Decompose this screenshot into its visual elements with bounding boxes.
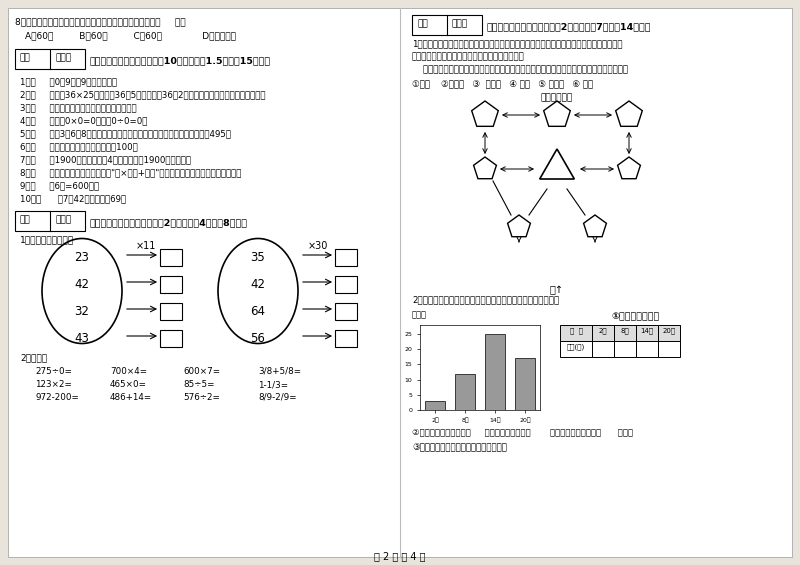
Bar bbox=[15, 49, 85, 69]
Text: ×11: ×11 bbox=[136, 241, 156, 251]
Text: 32: 32 bbox=[74, 305, 90, 318]
Bar bbox=[636, 325, 658, 341]
Text: 10．（      ）7个42相加的和是69。: 10．（ ）7个42相加的和是69。 bbox=[20, 194, 126, 203]
Polygon shape bbox=[544, 101, 570, 127]
Polygon shape bbox=[583, 215, 606, 237]
Text: 四、看清题目，细心计算（共2小题，每题4分，共8分）。: 四、看清题目，细心计算（共2小题，每题4分，共8分）。 bbox=[90, 218, 248, 227]
Bar bbox=[15, 211, 85, 231]
Bar bbox=[412, 15, 482, 35]
Text: 2．（     ）计算36×25时，先把36和5相乘，再把36和2相乘，最后把两次乘得的结果相加。: 2．（ ）计算36×25时，先把36和5相乘，再把36和2相乘，最后把两次乘得的… bbox=[20, 90, 266, 99]
Bar bbox=[335, 303, 357, 320]
Bar bbox=[614, 341, 636, 357]
Text: ②这一天的最高气温是（     ）度，最低气温是（       ）度，平均气温大约（      ）度。: ②这一天的最高气温是（ ）度，最低气温是（ ）度，平均气温大约（ ）度。 bbox=[412, 428, 633, 437]
Text: 8．时针从上一个数字到相邻的下一个数字，经过的时间是（     ）。: 8．时针从上一个数字到相邻的下一个数字，经过的时间是（ ）。 bbox=[15, 17, 186, 26]
Polygon shape bbox=[472, 101, 498, 127]
Text: 576÷2=: 576÷2= bbox=[183, 393, 220, 402]
Text: 2．口算：: 2．口算： bbox=[20, 353, 47, 362]
Bar bbox=[160, 303, 182, 320]
Text: A．60秒         B．60分         C．60时              D．无法确定: A．60秒 B．60分 C．60时 D．无法确定 bbox=[25, 31, 236, 40]
Bar bbox=[614, 325, 636, 341]
Text: 得分: 得分 bbox=[417, 19, 428, 28]
Text: 1．算一算，填一填。: 1．算一算，填一填。 bbox=[20, 235, 74, 244]
Text: 4．（     ）因为0×0=0，所以0÷0=0。: 4．（ ）因为0×0=0，所以0÷0=0。 bbox=[20, 116, 147, 125]
Text: 56: 56 bbox=[250, 332, 266, 345]
Ellipse shape bbox=[42, 238, 122, 344]
Bar bbox=[592, 325, 614, 341]
Text: 评卷人: 评卷人 bbox=[55, 53, 71, 62]
Text: 35: 35 bbox=[250, 251, 266, 264]
Text: 五、认真思考，综合能力（共2小题，每题7分，共14分）。: 五、认真思考，综合能力（共2小题，每题7分，共14分）。 bbox=[487, 22, 651, 31]
Text: 北↑: 北↑ bbox=[550, 285, 564, 295]
Text: （度）: （度） bbox=[412, 310, 427, 319]
Bar bbox=[560, 341, 592, 357]
Text: 8．（     ）有余数除法的验算方法是"商×除数+余数"，看得到的结果是否与被除数相等。: 8．（ ）有余数除法的验算方法是"商×除数+余数"，看得到的结果是否与被除数相等… bbox=[20, 168, 242, 177]
Text: 20时: 20时 bbox=[662, 327, 675, 333]
Text: 得分: 得分 bbox=[20, 215, 30, 224]
Polygon shape bbox=[474, 157, 497, 179]
Text: 气温(度): 气温(度) bbox=[567, 343, 585, 350]
Text: 馆和鱼馆的场地分别在动物园的东北角和西北角。: 馆和鱼馆的场地分别在动物园的东北角和西北角。 bbox=[412, 52, 525, 61]
Polygon shape bbox=[540, 149, 574, 179]
Polygon shape bbox=[616, 101, 642, 127]
Bar bbox=[455, 373, 474, 410]
Text: 85÷5=: 85÷5= bbox=[183, 380, 214, 389]
Bar bbox=[426, 401, 445, 410]
Text: 23: 23 bbox=[74, 251, 90, 264]
Bar bbox=[560, 325, 592, 341]
Text: 1-1/3=: 1-1/3= bbox=[258, 380, 288, 389]
Bar bbox=[160, 276, 182, 293]
Text: 2时: 2时 bbox=[598, 327, 607, 333]
Text: 14时: 14时 bbox=[641, 327, 654, 333]
Text: 486+14=: 486+14= bbox=[110, 393, 152, 402]
Bar bbox=[658, 325, 680, 341]
Text: 7．（     ）1900年的年份数是4的倍数，所以1900年是闰年。: 7．（ ）1900年的年份数是4的倍数，所以1900年是闰年。 bbox=[20, 155, 191, 164]
Bar bbox=[592, 341, 614, 357]
Text: 64: 64 bbox=[250, 305, 266, 318]
Text: 根据小强的描述，请你把这些动物场馆所在的位置，在动物园的导游图上用序号表示出来。: 根据小强的描述，请你把这些动物场馆所在的位置，在动物园的导游图上用序号表示出来。 bbox=[412, 65, 628, 74]
Text: 972-200=: 972-200= bbox=[35, 393, 79, 402]
Text: 三、仔细推敲，正确判断（共10小题，每题1.5分，共15分）。: 三、仔细推敲，正确判断（共10小题，每题1.5分，共15分）。 bbox=[90, 56, 271, 65]
Text: 3．（     ）小明面对着东方时，背对着看西方。: 3．（ ）小明面对着东方时，背对着看西方。 bbox=[20, 103, 137, 112]
Text: ×30: ×30 bbox=[308, 241, 328, 251]
Bar bbox=[636, 341, 658, 357]
Text: ①狮山    ②熊猫馆   ③  飞禽馆   ④ 猴园   ⑤ 大象馆   ⑥ 鱼馆: ①狮山 ②熊猫馆 ③ 飞禽馆 ④ 猴园 ⑤ 大象馆 ⑥ 鱼馆 bbox=[412, 79, 593, 88]
Text: 1．（     ）0．9里有9个十分之一。: 1．（ ）0．9里有9个十分之一。 bbox=[20, 77, 117, 86]
Text: 275÷0=: 275÷0= bbox=[35, 367, 72, 376]
Text: 1．走进动物园大门，正北面是狮子山和熊猫馆，狮子山的东侧是飞禽馆，西侧是猴园，大象: 1．走进动物园大门，正北面是狮子山和熊猫馆，狮子山的东侧是飞禽馆，西侧是猴园，大… bbox=[412, 39, 622, 48]
Ellipse shape bbox=[218, 238, 298, 344]
Bar bbox=[335, 249, 357, 266]
Text: 2．下面是气温自测仪上记录的某天四个不同时间的气温情况。: 2．下面是气温自测仪上记录的某天四个不同时间的气温情况。 bbox=[412, 295, 559, 304]
Text: 3/8+5/8=: 3/8+5/8= bbox=[258, 367, 301, 376]
Text: 第 2 页 共 4 页: 第 2 页 共 4 页 bbox=[374, 551, 426, 561]
Polygon shape bbox=[618, 157, 641, 179]
Text: 动物园导游图: 动物园导游图 bbox=[541, 93, 573, 102]
Text: 8时: 8时 bbox=[621, 327, 630, 333]
Text: 8/9-2/9=: 8/9-2/9= bbox=[258, 393, 297, 402]
Text: 42: 42 bbox=[74, 278, 90, 291]
Bar bbox=[335, 276, 357, 293]
Text: ③安阳算一算，这天的平均气温是多少？: ③安阳算一算，这天的平均气温是多少？ bbox=[412, 442, 507, 451]
Text: 9．（     ）6分=600秒。: 9．（ ）6分=600秒。 bbox=[20, 181, 99, 190]
Text: 123×2=: 123×2= bbox=[35, 380, 72, 389]
Text: ①根据统计图填表: ①根据统计图填表 bbox=[612, 312, 660, 321]
Text: 42: 42 bbox=[250, 278, 266, 291]
Text: 得分: 得分 bbox=[20, 53, 30, 62]
Text: 评卷人: 评卷人 bbox=[55, 215, 71, 224]
Text: 465×0=: 465×0= bbox=[110, 380, 147, 389]
Text: 评卷人: 评卷人 bbox=[452, 19, 468, 28]
Bar bbox=[486, 334, 505, 410]
Text: 43: 43 bbox=[74, 332, 90, 345]
Bar bbox=[160, 330, 182, 347]
Bar bbox=[658, 341, 680, 357]
Text: 时  间: 时 间 bbox=[570, 327, 582, 333]
Bar bbox=[160, 249, 182, 266]
Polygon shape bbox=[507, 215, 530, 237]
Text: 600×7=: 600×7= bbox=[183, 367, 220, 376]
Text: 6．（     ）两个面积单位之间的进率是100。: 6．（ ）两个面积单位之间的进率是100。 bbox=[20, 142, 138, 151]
Bar bbox=[335, 330, 357, 347]
Text: 700×4=: 700×4= bbox=[110, 367, 147, 376]
Bar bbox=[515, 358, 534, 410]
Text: 5．（     ）用3、6、8这三个数字组成的最大三位数与最小三位数，它们相差495。: 5．（ ）用3、6、8这三个数字组成的最大三位数与最小三位数，它们相差495。 bbox=[20, 129, 231, 138]
